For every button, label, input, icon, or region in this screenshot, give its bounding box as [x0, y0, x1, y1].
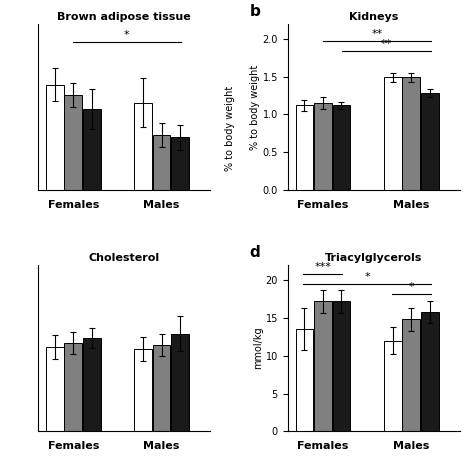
Title: Kidneys: Kidneys — [349, 11, 398, 21]
Bar — [333, 105, 350, 190]
Bar — [134, 103, 152, 190]
Title: Brown adipose tissue: Brown adipose tissue — [57, 11, 191, 21]
Y-axis label: % to body weight: % to body weight — [250, 64, 260, 149]
Bar — [83, 109, 100, 190]
Text: **: ** — [381, 39, 392, 49]
Text: b: b — [250, 4, 261, 19]
Title: Triacylglycerols: Triacylglycerols — [325, 253, 422, 263]
Text: *: * — [123, 30, 129, 40]
Bar — [384, 77, 401, 190]
Bar — [153, 345, 170, 431]
Text: ***: *** — [314, 262, 331, 272]
Text: % to body weight: % to body weight — [225, 85, 235, 171]
Bar — [314, 103, 332, 190]
Bar — [402, 77, 420, 190]
Bar — [421, 93, 438, 190]
Bar — [64, 95, 82, 190]
Y-axis label: mmol/kg: mmol/kg — [253, 327, 263, 369]
Bar — [421, 312, 438, 431]
Bar — [314, 301, 332, 431]
Text: *: * — [364, 272, 370, 282]
Text: *: * — [409, 282, 414, 292]
Text: d: d — [250, 245, 260, 260]
Title: Cholesterol: Cholesterol — [89, 253, 160, 263]
Text: **: ** — [371, 29, 383, 39]
Bar — [171, 137, 189, 190]
Bar — [46, 347, 64, 431]
Bar — [296, 105, 313, 190]
Bar — [402, 319, 420, 431]
Bar — [171, 334, 189, 431]
Bar — [153, 135, 170, 190]
Bar — [134, 349, 152, 431]
Bar — [384, 341, 401, 431]
Bar — [296, 329, 313, 431]
Bar — [83, 338, 100, 431]
Bar — [64, 343, 82, 431]
Bar — [333, 301, 350, 431]
Bar — [46, 84, 64, 190]
